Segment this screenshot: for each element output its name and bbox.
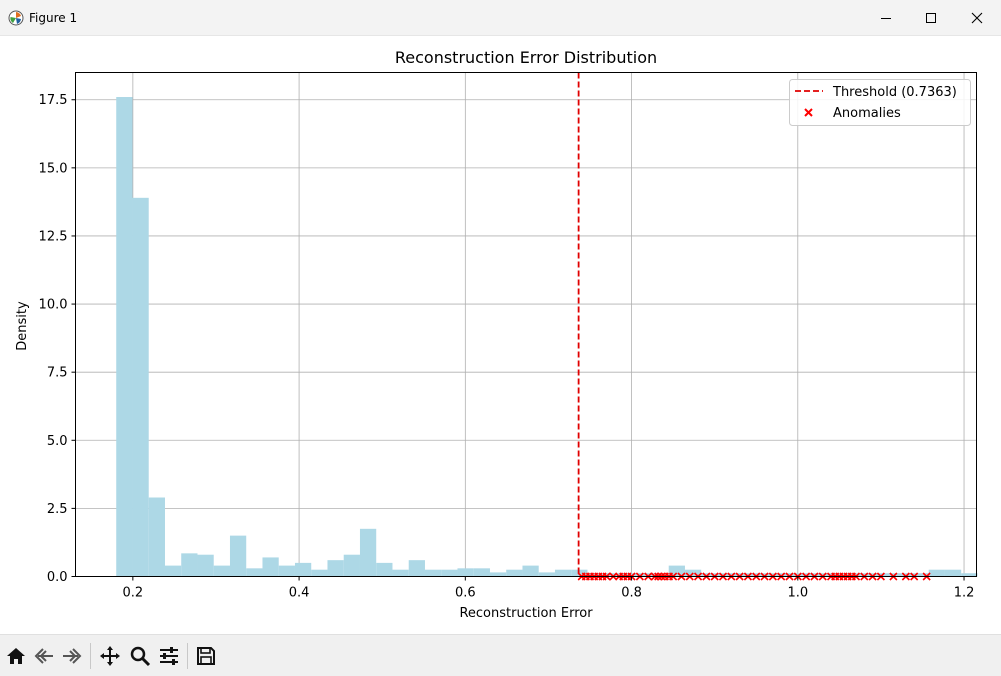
histogram-bar: [278, 565, 295, 577]
y-tick-label: 0.0: [47, 570, 68, 585]
legend: Threshold (0.7363) Anomalies: [789, 79, 971, 126]
save-icon: [197, 647, 215, 665]
histogram-bar: [164, 565, 182, 577]
matplotlib-icon: [8, 10, 24, 26]
histogram-bar: [311, 569, 328, 577]
y-tick-label: 10.0: [39, 298, 68, 313]
histogram-bar: [814, 573, 832, 577]
minimize-button[interactable]: [863, 0, 909, 36]
home-button[interactable]: [3, 643, 29, 669]
x-tick-label: 1.2: [954, 586, 975, 601]
zoom-icon: [130, 646, 151, 667]
histogram-bar: [701, 573, 718, 577]
forward-button[interactable]: [59, 643, 85, 669]
histogram-bar: [327, 560, 344, 577]
histogram-bars: [116, 97, 978, 577]
pan-icon: [100, 646, 120, 666]
y-tick-label: 15.0: [39, 161, 68, 176]
histogram-bar: [489, 572, 507, 577]
back-button[interactable]: [31, 643, 57, 669]
close-button[interactable]: [954, 0, 1000, 36]
histogram-bar: [554, 569, 572, 577]
toolbar-separator: [187, 643, 188, 669]
histogram-bar: [116, 97, 133, 577]
save-button[interactable]: [193, 643, 219, 669]
histogram-bar: [457, 568, 474, 577]
histogram-bar: [538, 572, 555, 577]
histogram-bar: [912, 573, 929, 577]
histogram-bar: [473, 568, 490, 577]
y-tick-label: 17.5: [39, 93, 68, 108]
histogram-bar: [229, 535, 247, 577]
window-title: Figure 1: [29, 11, 78, 25]
histogram-bar: [246, 568, 263, 577]
histogram-bar: [847, 573, 864, 577]
forward-icon: [63, 648, 82, 664]
navigation-toolbar: [0, 634, 1001, 676]
x-tick-label: 0.2: [123, 586, 144, 601]
legend-anomalies-label: Anomalies: [833, 106, 901, 121]
histogram-bar: [928, 569, 945, 577]
maximize-button[interactable]: [908, 0, 954, 36]
histogram-bar: [831, 573, 848, 577]
histogram-bar: [961, 573, 978, 577]
histogram-bar: [148, 497, 165, 577]
histogram-bar: [441, 569, 458, 577]
legend-box: [789, 79, 971, 126]
y-tick-label: 5.0: [47, 434, 68, 449]
pan-button[interactable]: [97, 643, 123, 669]
configure-subplots-button[interactable]: [156, 643, 182, 669]
histogram-bar: [392, 569, 409, 577]
histogram-bar: [424, 569, 442, 577]
home-icon: [7, 648, 25, 664]
histogram-bar: [944, 569, 962, 577]
y-tick-label: 2.5: [47, 502, 68, 517]
axes-frame: [75, 72, 977, 577]
histogram-bar: [408, 560, 425, 577]
histogram-bar: [294, 562, 312, 577]
chart: 0.2 0.4 0.6 0.8 1.0 1.2 0.0 2.5 5.0 7.5 10.0 12.5 15…: [15, 48, 978, 621]
legend-threshold-label: Threshold (0.7363): [832, 85, 957, 100]
histogram-bar: [262, 557, 279, 577]
maximize-icon: [926, 13, 936, 23]
x-tick-label: 1.0: [787, 586, 808, 601]
toolbar-separator: [90, 643, 91, 669]
plot-area: [75, 72, 977, 577]
y-tick-label: 12.5: [39, 229, 68, 244]
x-tick-label: 0.8: [621, 586, 642, 601]
histogram-bar: [197, 554, 214, 577]
histogram-bar: [879, 573, 897, 577]
minimize-icon: [881, 18, 891, 19]
x-tick-label: 0.4: [289, 586, 310, 601]
zoom-button[interactable]: [127, 643, 153, 669]
histogram-bar: [522, 565, 539, 577]
histogram-bar: [376, 562, 393, 577]
chart-title: Reconstruction Error Distribution: [395, 48, 657, 67]
histogram-bar: [668, 565, 685, 577]
histogram-bar: [359, 528, 377, 577]
configure-subplots-icon: [160, 647, 178, 665]
histogram-bar: [636, 573, 653, 577]
close-icon: [971, 12, 983, 24]
x-tick-label: 0.6: [455, 586, 476, 601]
y-tick-label: 7.5: [47, 366, 68, 381]
legend-anomaly-swatch: [804, 108, 813, 117]
figure-canvas[interactable]: 0.2 0.4 0.6 0.8 1.0 1.2 0.0 2.5 5.0 7.5 10.0 12.5 15…: [0, 36, 1001, 634]
x-axis-label: Reconstruction Error: [459, 606, 593, 621]
y-axis-label: Density: [15, 301, 30, 351]
histogram-bar: [506, 569, 523, 577]
histogram-bar: [213, 565, 230, 577]
histogram-bar: [132, 197, 149, 577]
window-titlebar: Figure 1: [0, 0, 1001, 36]
back-icon: [34, 648, 53, 664]
axis-ticks: 0.2 0.4 0.6 0.8 1.0 1.2 0.0 2.5 5.0 7.5 10.0 12.5 15…: [39, 93, 975, 600]
histogram-bar: [181, 553, 198, 577]
histogram-bar: [343, 554, 360, 577]
